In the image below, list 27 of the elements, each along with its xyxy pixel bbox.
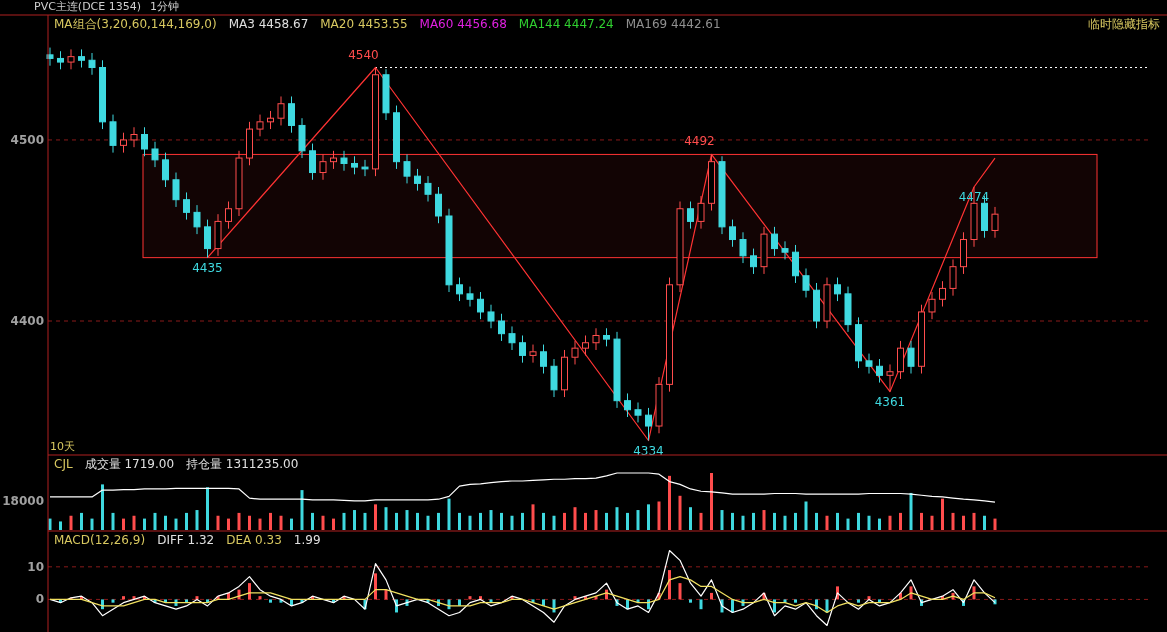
annotation: MA144 4447.24 <box>518 17 614 31</box>
annotation: 1.99 <box>293 533 321 547</box>
annotation: MA20 4453.55 <box>320 17 408 31</box>
y-tick-label: 10 <box>27 559 44 574</box>
data-label: 4540 <box>348 47 379 62</box>
text: CJL <box>54 457 73 471</box>
annotation: DEA 0.33 <box>226 533 282 547</box>
y-tick-label: 4500 <box>10 132 44 147</box>
y-tick-label: 4400 <box>10 314 44 329</box>
text: 临时隐藏指标 <box>1088 17 1160 31</box>
y-tick-label: 0 <box>35 592 44 607</box>
data-label: 4435 <box>192 260 223 275</box>
data-label: 4492 <box>684 134 715 149</box>
annotation: DIFF 1.32 <box>157 533 215 547</box>
annotation: MA组合(3,20,60,144,169,0) <box>54 17 217 31</box>
text: 持仓量 1311235.00 <box>186 457 299 471</box>
text: 成交量 1719.00 <box>84 457 175 471</box>
chart-subtitle: 1分钟 <box>150 0 179 13</box>
annotation: 10天 <box>50 440 75 453</box>
annotation: MA60 4456.68 <box>419 17 507 31</box>
data-label: 4334 <box>633 443 664 458</box>
text: 18000 <box>2 494 44 508</box>
annotation: MACD(12,26,9) <box>54 533 146 547</box>
data-label: 4361 <box>874 394 906 409</box>
annotation: MA169 4442.61 <box>625 17 721 31</box>
annotation: MA3 4458.67 <box>228 17 309 31</box>
chart-title: PVC主连(DCE 1354) <box>34 0 142 13</box>
